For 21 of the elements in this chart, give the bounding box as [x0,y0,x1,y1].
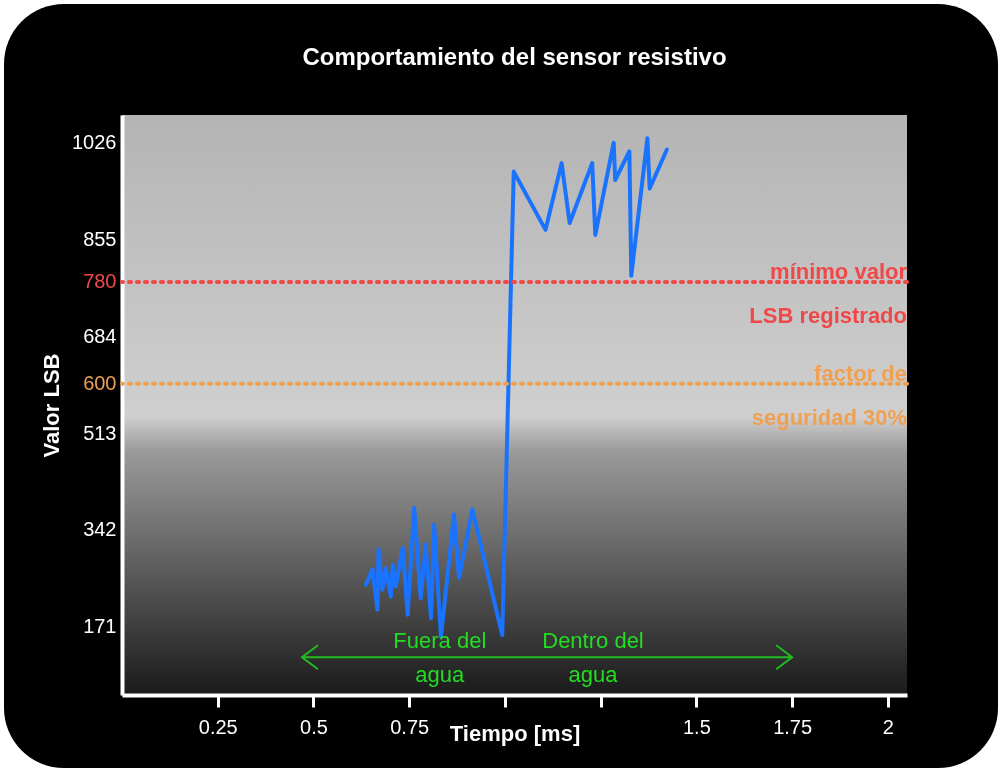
ref-line-label: factor de seguridad 30% [751,360,907,430]
x-tick-label: 0.25 [198,715,238,738]
chart-title: Comportamiento del sensor resistivo [302,43,727,70]
ref-line-label: mínimo valor LSB registrado [749,258,908,328]
y-tick-label: 513 [83,421,117,444]
x-tick-label: 1.5 [682,715,711,738]
y-tick-label: 342 [83,518,117,541]
y-tick-label: 171 [83,615,117,638]
annotation: Fuera del agua [393,628,487,688]
x-tick-label: 2 [882,715,894,738]
x-tick-label: 0.75 [390,715,430,738]
y-tick-label: 855 [83,227,117,250]
y-axis-title: Valor LSB [39,353,65,458]
x-axis-title: Tiempo [ms] [449,720,581,746]
y-tick-label: 600 [83,372,117,395]
y-tick-label: 684 [83,324,117,347]
annotation: Dentro del agua [542,628,644,688]
y-tick-label: 1026 [72,131,117,154]
x-tick-label: 1.75 [773,715,813,738]
x-tick-label: 0.5 [300,715,328,738]
y-tick-label: 780 [83,270,117,293]
